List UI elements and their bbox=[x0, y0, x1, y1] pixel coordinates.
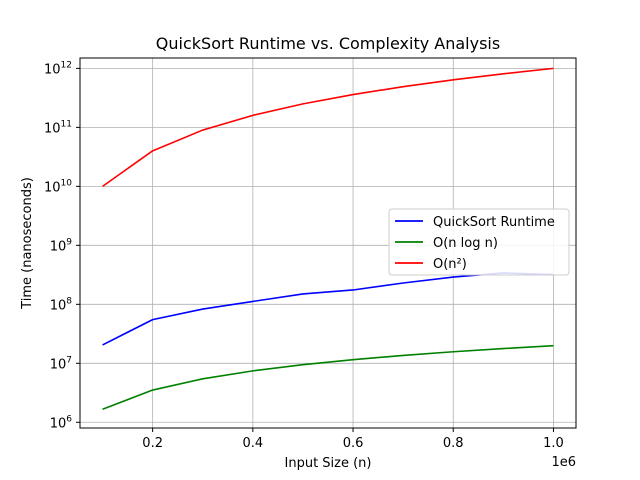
y-tick-exponent: 11 bbox=[61, 119, 72, 129]
y-tick-base: 10 bbox=[44, 62, 61, 77]
chart-title: QuickSort Runtime vs. Complexity Analysi… bbox=[156, 34, 500, 53]
y-tick-label: 1011 bbox=[44, 119, 72, 136]
legend-label-1: O(n log n) bbox=[433, 236, 498, 251]
y-tick-exponent: 10 bbox=[61, 178, 73, 188]
y-axis-label: Time (nanoseconds) bbox=[20, 177, 35, 310]
series-line-1 bbox=[102, 344, 554, 411]
x-tick-label: 0.6 bbox=[343, 436, 364, 451]
y-tick-base: 10 bbox=[44, 121, 61, 136]
y-tick-label: 1010 bbox=[44, 178, 72, 195]
x-tick-label: 0.4 bbox=[243, 436, 264, 451]
legend-box bbox=[388, 208, 570, 276]
legend: QuickSort Runtime O(n log n) O(n²) bbox=[388, 208, 570, 276]
x-offset-text: 1e6 bbox=[551, 455, 576, 470]
y-tick-base: 10 bbox=[50, 357, 67, 372]
y-tick-base: 10 bbox=[44, 180, 61, 195]
y-tick-base: 10 bbox=[50, 416, 67, 431]
legend-label-2: O(n²) bbox=[433, 257, 467, 272]
x-axis-label: Input Size (n) bbox=[285, 456, 372, 471]
x-tick-label: 0.8 bbox=[443, 436, 464, 451]
y-tick-exponent: 6 bbox=[66, 414, 72, 424]
y-tick-exponent: 9 bbox=[66, 237, 72, 247]
legend-label-0: QuickSort Runtime bbox=[433, 215, 555, 230]
y-tick-base: 10 bbox=[50, 298, 67, 313]
grid bbox=[80, 58, 576, 428]
y-tick-exponent: 8 bbox=[66, 296, 72, 306]
x-tick-label: 0.2 bbox=[142, 436, 163, 451]
y-tick-label: 1012 bbox=[44, 60, 72, 77]
x-ticks: 0.2 0.4 0.6 0.8 1.0 bbox=[142, 428, 564, 451]
y-tick-label: 106 bbox=[50, 414, 73, 431]
y-tick-label: 108 bbox=[50, 296, 73, 313]
y-tick-label: 109 bbox=[50, 237, 73, 254]
y-tick-base: 10 bbox=[50, 239, 67, 254]
plot-frame bbox=[79, 57, 577, 429]
y-tick-exponent: 12 bbox=[61, 60, 72, 70]
y-tick-label: 107 bbox=[50, 355, 72, 372]
series-line-2 bbox=[102, 67, 554, 188]
x-tick-label: 1.0 bbox=[543, 436, 564, 451]
y-tick-exponent: 7 bbox=[66, 355, 72, 365]
